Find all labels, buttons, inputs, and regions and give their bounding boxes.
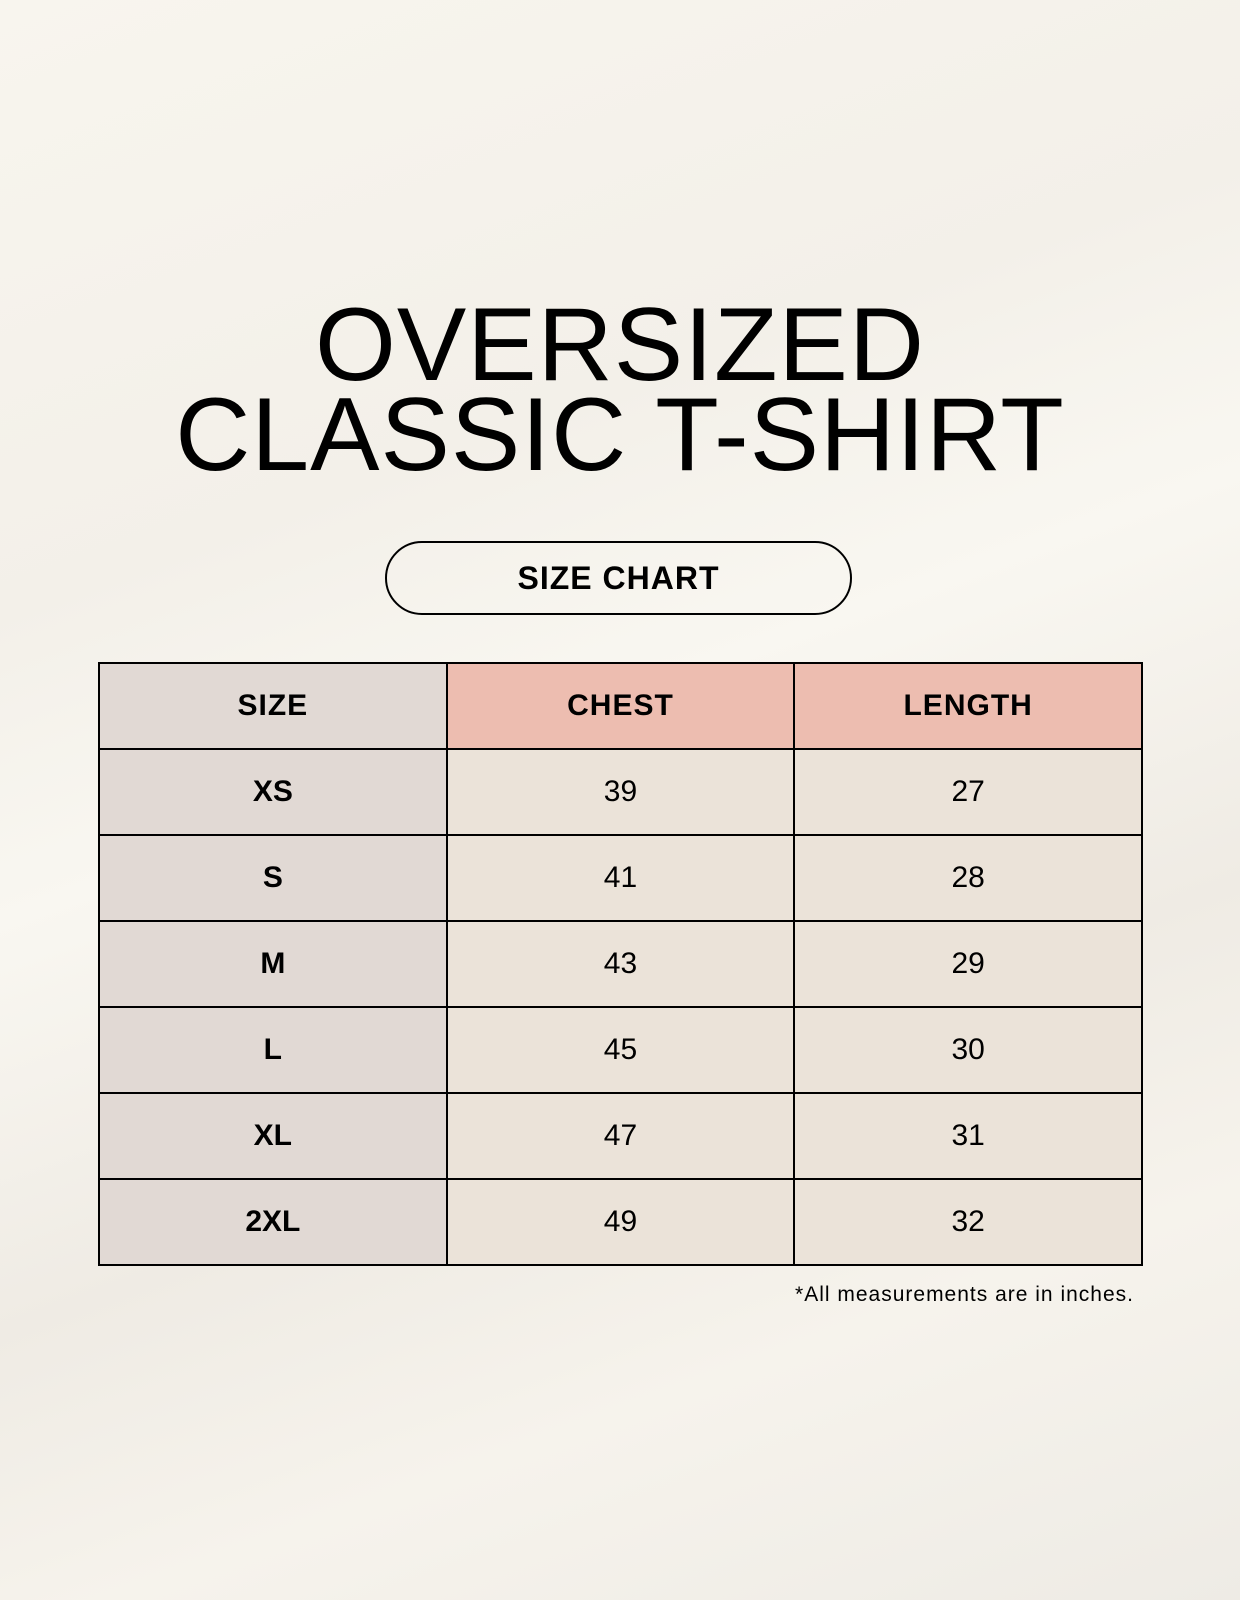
title-line-2: CLASSIC T-SHIRT [175,377,1065,493]
cell-length: 30 [793,1006,1143,1094]
size-table: SIZE CHEST LENGTH XS 39 27 S 41 28 M 43 29 L 45 30 X… [98,662,1143,1266]
cell-size: XL [98,1092,448,1180]
cell-length: 29 [793,920,1143,1008]
cell-length: 32 [793,1178,1143,1266]
table-row: L 45 30 [98,1006,1143,1094]
cell-chest: 43 [445,920,796,1008]
cell-size: S [98,834,448,922]
measurement-note: *All measurements are in inches. [795,1283,1134,1306]
header-chest: CHEST [445,662,796,750]
cell-length: 31 [793,1092,1143,1180]
cell-chest: 47 [445,1092,796,1180]
table-row: 2XL 49 32 [98,1178,1143,1266]
cell-length: 28 [793,834,1143,922]
cell-size: L [98,1006,448,1094]
cell-chest: 39 [445,748,796,836]
cell-chest: 45 [445,1006,796,1094]
page-title: OVERSIZED CLASSIC T-SHIRT [0,287,1240,493]
cell-size: 2XL [98,1178,448,1266]
size-chart-badge: SIZE CHART [385,541,852,615]
cell-size: M [98,920,448,1008]
cell-chest: 41 [445,834,796,922]
table-header-row: SIZE CHEST LENGTH [98,662,1143,750]
header-size: SIZE [98,662,448,750]
table-row: M 43 29 [98,920,1143,1008]
table-row: S 41 28 [98,834,1143,922]
title-line-1: OVERSIZED [315,287,925,403]
cell-size: XS [98,748,448,836]
table-row: XS 39 27 [98,748,1143,836]
cell-length: 27 [793,748,1143,836]
table-row: XL 47 31 [98,1092,1143,1180]
header-length: LENGTH [793,662,1143,750]
cell-chest: 49 [445,1178,796,1266]
